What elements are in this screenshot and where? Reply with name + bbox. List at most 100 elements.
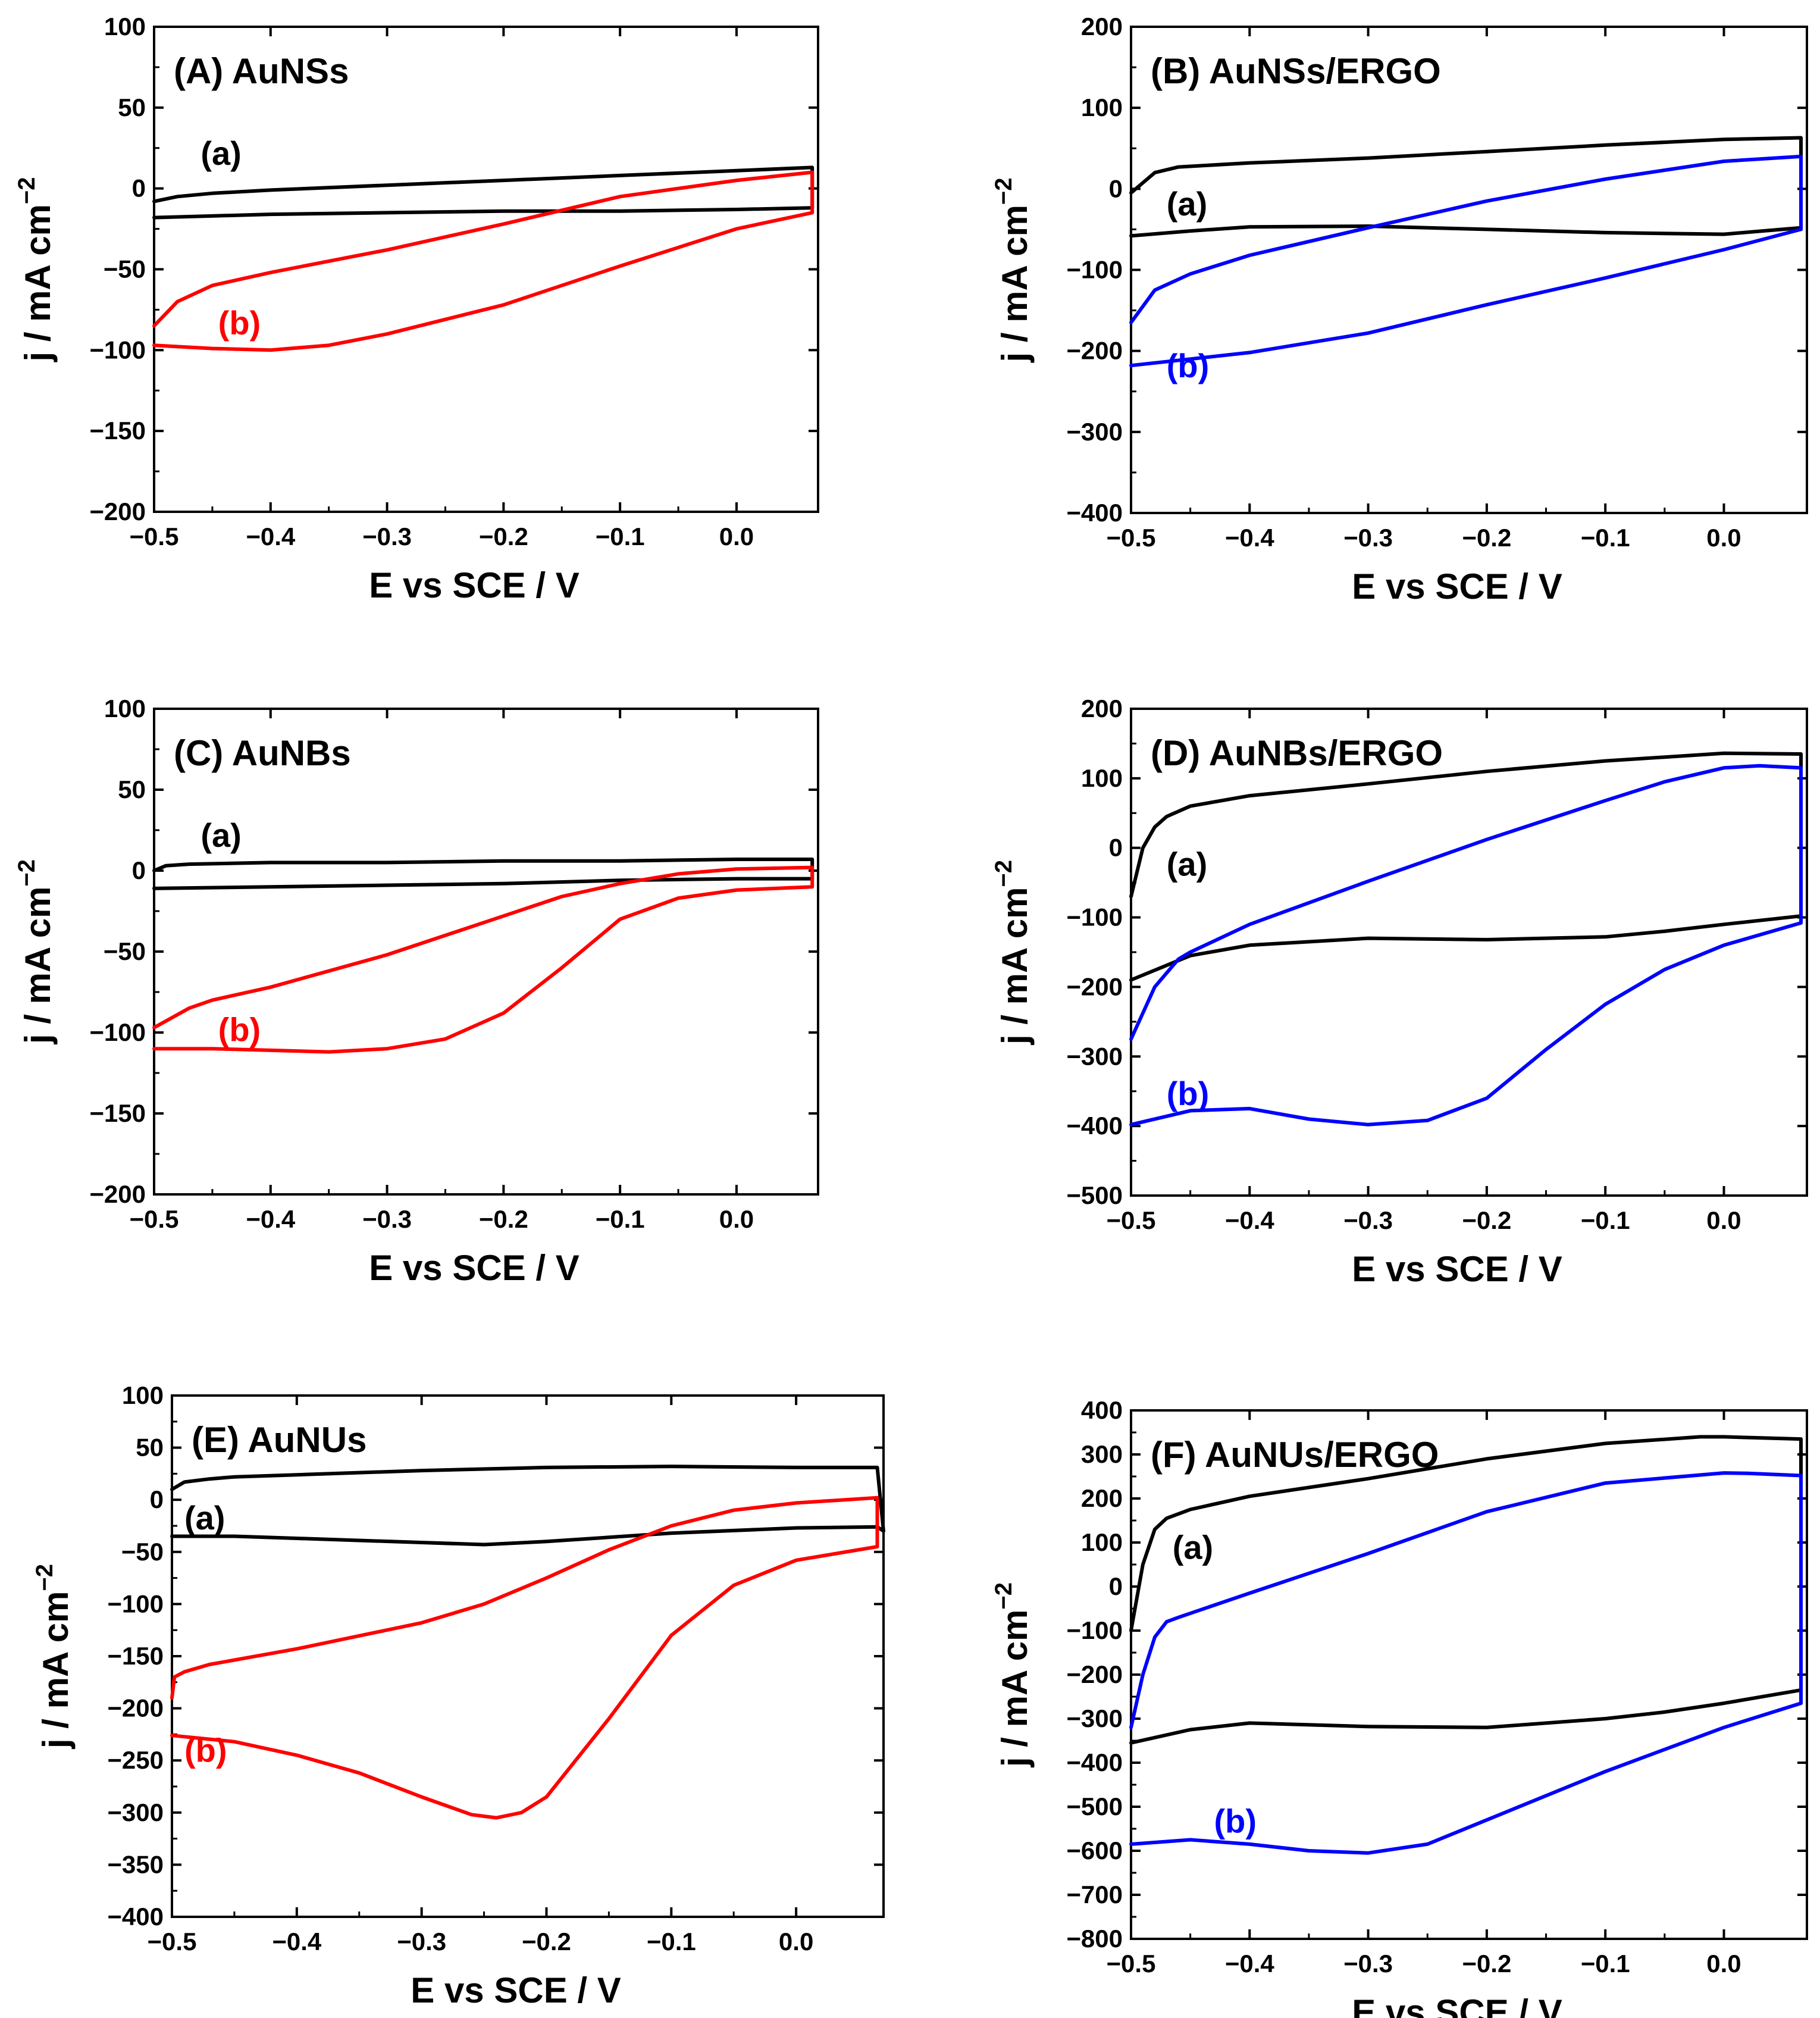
series-label-b: (b) (184, 1732, 227, 1769)
series-line-a (1129, 1435, 1803, 1745)
x-tick-label: −0.5 (130, 1205, 179, 1233)
series-label-a: (a) (201, 134, 241, 172)
x-axis-label: E vs SCE / V (369, 565, 579, 605)
plot-frame (1130, 1409, 1808, 1940)
y-tick-label: 200 (1081, 694, 1123, 722)
series-label-b: (b) (1167, 1075, 1210, 1112)
x-axis-label: E vs SCE / V (1352, 1249, 1562, 1289)
x-axis-label: E vs SCE / V (1352, 1992, 1562, 2018)
y-axis-label-text: j / mA cm (995, 887, 1035, 1046)
series-label-b: (b) (218, 1011, 261, 1049)
x-tick-label: −0.1 (647, 1928, 696, 1956)
x-tick-label: −0.4 (1225, 1206, 1275, 1234)
x-tick-label: −0.4 (246, 523, 296, 550)
x-tick-label: −0.5 (1107, 524, 1156, 552)
y-tick-label: −400 (1066, 1748, 1123, 1776)
y-tick-label: −800 (1066, 1925, 1123, 1953)
panel-title: (A) AuNSs (174, 51, 349, 91)
panel-title: (D) AuNBs/ERGO (1151, 733, 1443, 773)
x-tick-label: 0.0 (779, 1928, 813, 1956)
y-tick-label: −100 (1066, 256, 1123, 284)
y-axis-label-text: j / mA cm (36, 1591, 76, 1750)
series-line-a (152, 165, 815, 220)
y-tick-label: −100 (89, 336, 146, 364)
x-tick-label: 0.0 (1706, 1950, 1741, 1978)
y-tick-label: 100 (122, 1381, 164, 1409)
series-label-b: (b) (218, 304, 261, 342)
x-tick-label: −0.3 (362, 523, 412, 550)
series-label-a: (a) (1167, 846, 1207, 883)
x-tick-label: −0.2 (1462, 1950, 1511, 1978)
y-tick-label: −200 (1066, 972, 1123, 1000)
panel-title: (E) AuNUs (192, 1420, 366, 1460)
y-axis-label-superscript: −2 (14, 177, 40, 204)
y-tick-label: −200 (89, 1180, 146, 1208)
y-tick-label: −200 (1066, 1660, 1123, 1688)
x-tick-label: −0.4 (246, 1205, 296, 1233)
y-tick-label: −500 (1066, 1792, 1123, 1820)
y-tick-label: −150 (107, 1642, 164, 1670)
x-tick-label: −0.4 (1225, 1950, 1275, 1978)
y-axis-label-superscript: −2 (32, 1564, 58, 1591)
y-tick-label: 0 (150, 1485, 164, 1513)
y-tick-label: 50 (118, 775, 146, 803)
x-tick-label: 0.0 (1706, 524, 1741, 552)
x-tick-label: −0.1 (1581, 524, 1630, 552)
y-tick-label: −200 (89, 498, 146, 525)
x-tick-label: −0.5 (1107, 1950, 1156, 1978)
x-tick-label: −0.1 (596, 523, 645, 550)
y-tick-label: −700 (1066, 1881, 1123, 1909)
series-label-b: (b) (1214, 1803, 1257, 1840)
y-axis-label-superscript: −2 (991, 177, 1017, 205)
y-axis-label-superscript: −2 (991, 1582, 1017, 1610)
x-tick-label: 0.0 (1706, 1206, 1741, 1234)
y-axis-label: j / mA cm−2 (991, 177, 1035, 362)
y-tick-label: −600 (1066, 1836, 1123, 1864)
y-tick-label: −300 (1066, 418, 1123, 446)
y-axis-label: j / mA cm−2 (32, 1564, 76, 1749)
series-line-b (152, 170, 815, 352)
x-tick-label: −0.5 (1107, 1206, 1156, 1234)
series-label-b: (b) (1167, 347, 1210, 384)
y-tick-label: 300 (1081, 1440, 1123, 1468)
x-tick-label: −0.3 (1343, 524, 1393, 552)
x-tick-label: 0.0 (719, 523, 754, 550)
y-tick-label: 100 (104, 694, 146, 722)
x-tick-label: 0.0 (719, 1205, 754, 1233)
x-tick-label: −0.4 (1225, 524, 1275, 552)
y-tick-label: −150 (89, 417, 146, 445)
y-axis-label-text: j / mA cm (995, 1610, 1035, 1768)
plot-frame (1130, 26, 1808, 514)
series-line-a (152, 858, 815, 890)
y-axis-label-superscript: −2 (14, 859, 40, 887)
panel-f: −0.5 −0.4 −0.3 −0.2 −0.1 0.0 400 300 200 100 0 −100… (991, 1396, 1808, 2018)
y-tick-label: −350 (107, 1850, 164, 1878)
y-tick-label: −100 (107, 1590, 164, 1617)
series-line-a (1129, 751, 1803, 982)
x-axis-label: E vs SCE / V (1352, 567, 1562, 606)
y-tick-label: 400 (1081, 1396, 1123, 1424)
y-tick-label: −300 (1066, 1704, 1123, 1732)
y-tick-label: −400 (1066, 499, 1123, 527)
series-line-b (152, 865, 815, 1054)
x-tick-label: −0.3 (1343, 1950, 1393, 1978)
y-axis-label: j / mA cm−2 (14, 859, 58, 1044)
x-tick-label: −0.3 (1343, 1206, 1393, 1234)
series-line-a (1129, 136, 1803, 238)
y-tick-label: −250 (107, 1746, 164, 1774)
y-tick-label: −400 (107, 1903, 164, 1931)
y-tick-label: 200 (1081, 1484, 1123, 1512)
panel-d: −0.5 −0.4 −0.3 −0.2 −0.1 0.0 200 100 0 −100 −200 −3… (991, 694, 1808, 1289)
x-tick-label: −0.3 (397, 1928, 446, 1956)
x-tick-label: −0.2 (1462, 1206, 1511, 1234)
series-label-a: (a) (201, 816, 241, 854)
y-tick-label: −50 (104, 255, 146, 283)
y-tick-label: −50 (104, 937, 146, 965)
x-axis-label: E vs SCE / V (369, 1248, 579, 1288)
series-line-b (1129, 764, 1803, 1127)
panel-title: (B) AuNSs/ERGO (1151, 51, 1441, 91)
y-tick-label: −100 (89, 1018, 146, 1046)
series-line-b (170, 1495, 879, 1820)
series-line-a (170, 1465, 885, 1547)
y-axis-label-text: j / mA cm (995, 205, 1035, 363)
